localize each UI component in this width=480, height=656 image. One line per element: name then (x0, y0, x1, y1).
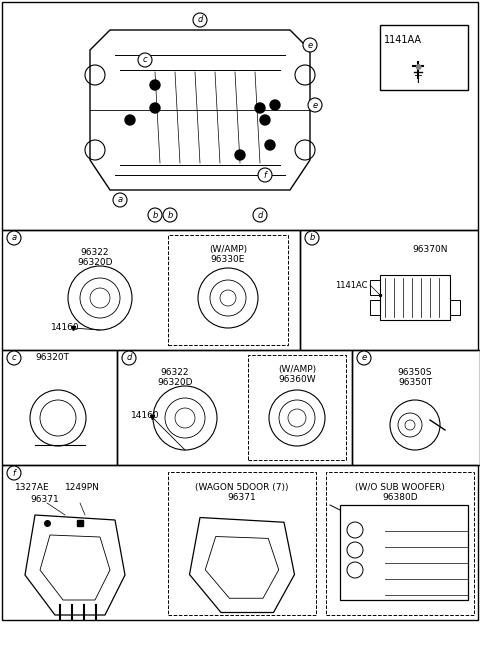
Text: e: e (312, 100, 318, 110)
Circle shape (122, 351, 136, 365)
Bar (248, 355, 346, 460)
Bar (326, 472, 474, 615)
Circle shape (258, 168, 272, 182)
Bar (168, 235, 288, 345)
Text: 1249PN: 1249PN (65, 483, 100, 492)
Text: 1141AA: 1141AA (384, 35, 422, 45)
Text: 96350S
96350T: 96350S 96350T (398, 368, 432, 388)
Text: 96320T: 96320T (35, 354, 69, 363)
Circle shape (255, 103, 265, 113)
Circle shape (150, 103, 160, 113)
Circle shape (163, 208, 177, 222)
Text: 96360W: 96360W (278, 375, 316, 384)
Circle shape (125, 115, 135, 125)
Text: e: e (307, 41, 312, 49)
Text: d: d (197, 16, 203, 24)
Circle shape (235, 150, 245, 160)
Text: 14160: 14160 (51, 323, 79, 333)
Circle shape (308, 98, 322, 112)
Text: T: T (415, 75, 421, 85)
Text: b: b (309, 234, 315, 243)
Text: c: c (143, 56, 147, 64)
Text: 96370N: 96370N (412, 245, 448, 254)
Bar (380, 25, 468, 90)
Circle shape (150, 80, 160, 90)
Text: (W/O SUB WOOFER): (W/O SUB WOOFER) (355, 483, 445, 492)
Text: (W/AMP): (W/AMP) (209, 245, 247, 254)
Circle shape (138, 53, 152, 67)
Text: 96322
96320D: 96322 96320D (157, 368, 193, 388)
Circle shape (113, 193, 127, 207)
Bar (380, 275, 450, 320)
Text: 96380D: 96380D (382, 493, 418, 502)
Text: f: f (12, 468, 15, 478)
Bar (340, 505, 468, 600)
Text: 14160: 14160 (131, 411, 159, 419)
Bar (450, 300, 460, 315)
Bar (2, 465, 478, 620)
Circle shape (303, 38, 317, 52)
Text: a: a (12, 234, 17, 243)
Text: b: b (152, 211, 158, 220)
Bar (2, 2, 478, 230)
Text: (W/AMP): (W/AMP) (278, 365, 316, 374)
Bar (352, 350, 480, 465)
Circle shape (305, 231, 319, 245)
Text: e: e (361, 354, 367, 363)
Bar (370, 300, 380, 315)
Circle shape (7, 231, 21, 245)
Text: 1141AC: 1141AC (335, 281, 368, 289)
Bar (168, 472, 316, 615)
Circle shape (253, 208, 267, 222)
Text: d: d (257, 211, 263, 220)
Text: 1327AE: 1327AE (15, 483, 49, 492)
Bar (2, 350, 117, 465)
Circle shape (148, 208, 162, 222)
Text: f: f (264, 171, 266, 180)
Circle shape (193, 13, 207, 27)
Bar (370, 280, 380, 295)
Text: c: c (12, 354, 16, 363)
Text: (WAGON 5DOOR (7)): (WAGON 5DOOR (7)) (195, 483, 289, 492)
Text: 96371: 96371 (31, 495, 60, 504)
Text: 96330E: 96330E (211, 255, 245, 264)
Circle shape (357, 351, 371, 365)
Text: a: a (118, 195, 122, 205)
Circle shape (7, 351, 21, 365)
Text: d: d (126, 354, 132, 363)
Text: 96371: 96371 (228, 493, 256, 502)
Circle shape (270, 100, 280, 110)
Bar (117, 350, 352, 465)
Text: 96322
96320D: 96322 96320D (77, 248, 113, 268)
Bar (300, 230, 478, 350)
Bar (2, 230, 300, 350)
Circle shape (260, 115, 270, 125)
Text: b: b (168, 211, 173, 220)
Text: •: • (412, 58, 424, 77)
Circle shape (265, 140, 275, 150)
Circle shape (7, 466, 21, 480)
